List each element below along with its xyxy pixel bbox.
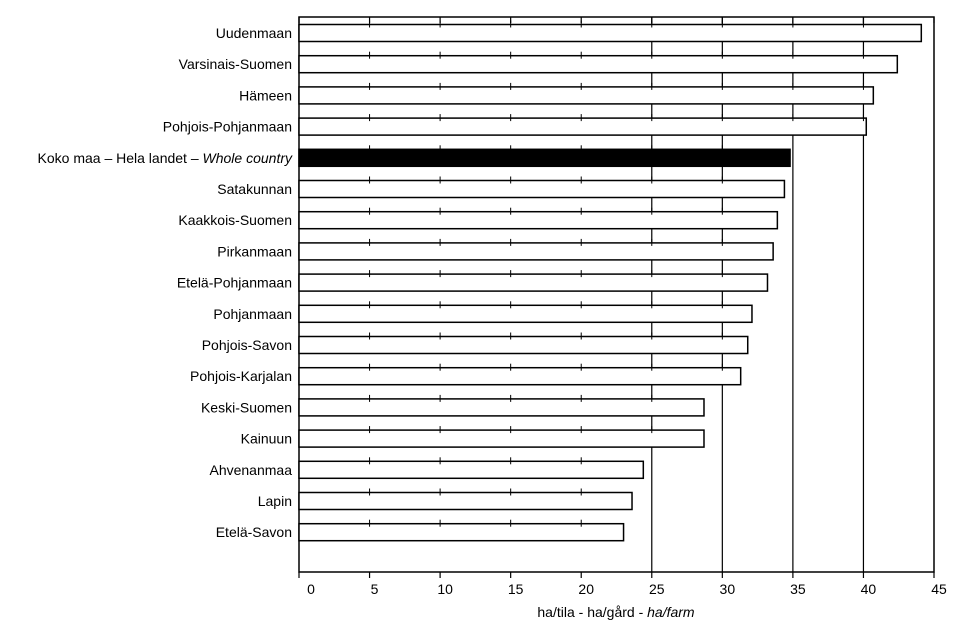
bar (298, 491, 633, 511)
bar (298, 366, 742, 386)
category-label: Pohjanmaan (213, 306, 292, 322)
category-label: Uudenmaan (216, 25, 292, 41)
bar (298, 179, 786, 199)
category-label: Kainuun (241, 431, 292, 447)
category-label: Satakunnan (217, 181, 292, 197)
x-tick-label: 45 (931, 581, 947, 597)
bar (298, 23, 923, 43)
bars (298, 23, 923, 542)
bar (298, 398, 705, 417)
x-tick-label: 10 (437, 581, 453, 597)
bar (298, 148, 791, 168)
bar (298, 429, 705, 448)
category-label: Keski-Suomen (201, 399, 292, 415)
category-label: Pohjois-Karjalan (190, 368, 292, 384)
category-label: Pirkanmaan (217, 243, 292, 259)
plot-frame (298, 16, 935, 573)
bar (298, 117, 868, 136)
x-tick-label: 0 (307, 581, 315, 597)
category-label: Etelä-Savon (216, 524, 292, 540)
x-tick-label: 20 (578, 581, 594, 597)
category-label: Pohjois-Savon (202, 337, 292, 353)
x-tick-label: 40 (861, 581, 877, 597)
bar (298, 210, 779, 230)
category-label: Pohjois-Pohjanmaan (163, 119, 292, 135)
x-tick-label: 25 (649, 581, 665, 597)
x-axis-ticks: 0 5 10 15 20 25 30 35 40 45 (298, 17, 947, 597)
category-labels: Uudenmaan Varsinais-Suomen Hämeen Pohjois-P… (38, 25, 293, 540)
bar (298, 304, 753, 324)
bar (298, 86, 875, 105)
category-label: Kaakkois-Suomen (178, 212, 292, 228)
category-label: Koko maa – Hela landet – Whole country (38, 150, 293, 166)
x-tick-label: 5 (371, 581, 379, 597)
bar (298, 54, 899, 74)
x-tick-label: 30 (720, 581, 736, 597)
x-tick-label: 15 (508, 581, 524, 597)
category-label: Varsinais-Suomen (179, 56, 292, 72)
bar (298, 273, 769, 292)
gridlines (651, 17, 865, 572)
category-label: Hämeen (239, 87, 292, 103)
category-label: Lapin (258, 493, 292, 509)
category-label: Etelä-Pohjanmaan (177, 275, 292, 291)
x-tick-label: 35 (790, 581, 806, 597)
bar (298, 335, 749, 355)
category-label: Ahvenanmaa (209, 462, 292, 478)
bar (298, 522, 625, 542)
x-axis-title: ha/tila - ha/gård - ha/farm (537, 604, 695, 620)
bar (298, 460, 645, 480)
bar (298, 242, 774, 261)
